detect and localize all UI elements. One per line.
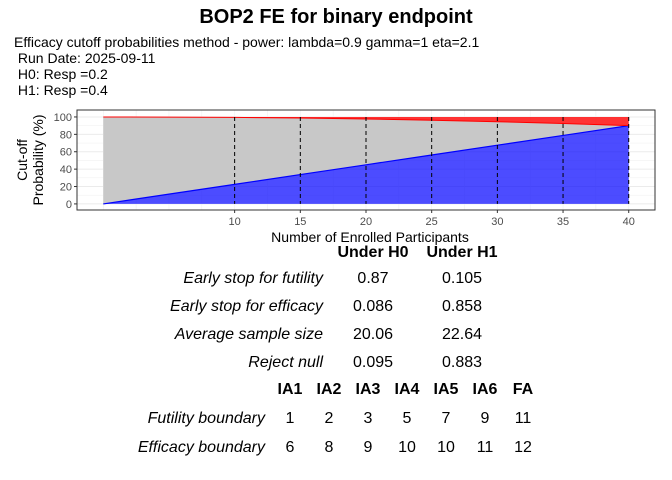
- boundary-row-label: Futility boundary: [147, 410, 265, 427]
- y-tick-label: 100: [54, 112, 72, 124]
- boundary-value: 3: [363, 410, 373, 427]
- boundary-value: 12: [514, 439, 532, 456]
- boundary-header: IA3: [355, 381, 381, 398]
- oc-row-label: Early stop for futility: [183, 270, 323, 287]
- boundary-header: IA4: [394, 381, 420, 398]
- boundary-value: 8: [324, 439, 334, 456]
- oc-value-h0: 0.095: [352, 354, 394, 371]
- boundary-value: 10: [437, 439, 455, 456]
- x-tick-label: 35: [557, 216, 569, 228]
- x-tick-label: 25: [426, 216, 438, 228]
- futility-line: [103, 125, 629, 205]
- x-tick-label: 10: [229, 216, 241, 228]
- boundary-value: 9: [480, 410, 490, 427]
- boundary-value: 11: [514, 410, 532, 427]
- boundary-row-label: Efficacy boundary: [137, 439, 265, 456]
- y-tick-label: 20: [60, 182, 72, 194]
- x-axis-label: Number of Enrolled Participants: [271, 229, 469, 245]
- boundary-header: IA6: [472, 381, 498, 398]
- oc-value-h1: 0.883: [441, 354, 483, 371]
- subtitle-method: Efficacy cutoff probabilities method - p…: [14, 34, 480, 50]
- oc-value-h0: 0.87: [357, 270, 389, 287]
- oc-value-h1: 0.105: [441, 270, 483, 287]
- oc-row-label: Average sample size: [174, 326, 323, 343]
- subtitle-h1: H1: Resp =0.4: [14, 82, 108, 98]
- boundary-header: IA5: [433, 381, 459, 398]
- boundary-value: 11: [476, 439, 494, 456]
- oc-row-label: Early stop for efficacy: [170, 298, 323, 315]
- chart-title: BOP2 FE for binary endpoint: [199, 6, 473, 28]
- boundary-value: 7: [441, 410, 451, 427]
- subtitle-h0: H0: Resp =0.2: [14, 66, 108, 82]
- oc-value-h1: 22.64: [441, 326, 483, 343]
- boundary-header: IA1: [277, 381, 303, 398]
- y-tick-label: 80: [60, 129, 72, 141]
- boundary-value: 10: [398, 439, 416, 456]
- oc-row-label: Reject null: [248, 354, 323, 371]
- subtitle-run-date: Run Date: 2025-09-11: [14, 50, 156, 66]
- y-tick-label: 0: [66, 199, 72, 211]
- oc-value-h1: 0.858: [441, 298, 483, 315]
- boundary-value: 1: [285, 410, 295, 427]
- x-tick-label: 30: [491, 216, 503, 228]
- y-axis-label-line2: Probability (%): [30, 114, 46, 205]
- boundary-header: FA: [512, 381, 534, 398]
- oc-value-h0: 20.06: [352, 326, 394, 343]
- header-under-h0: Under H0: [337, 244, 409, 261]
- boundary-value: 6: [285, 439, 295, 456]
- y-axis-label-line1: Cut-off: [14, 139, 30, 181]
- cutoff-chart: 0 20 40 60 80 100 10 15 20 25 30 35 40 Number of Enro…: [14, 109, 656, 245]
- header-under-h1: Under H1: [426, 244, 498, 261]
- boundary-value: 9: [363, 439, 373, 456]
- y-tick-label: 60: [60, 147, 72, 159]
- x-tick-label: 15: [294, 216, 306, 228]
- boundary-value: 5: [402, 410, 412, 427]
- boundary-header: IA2: [316, 381, 342, 398]
- oc-value-h0: 0.086: [352, 298, 394, 315]
- boundary-value: 2: [324, 410, 334, 427]
- x-tick-label: 40: [623, 216, 635, 228]
- y-tick-label: 40: [60, 164, 72, 176]
- x-tick-label: 20: [360, 216, 372, 228]
